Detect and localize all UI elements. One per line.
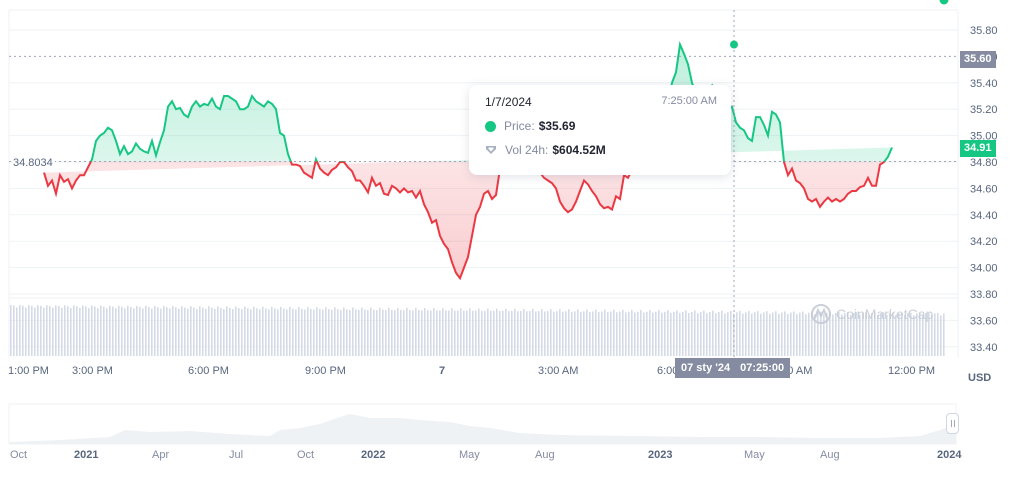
tooltip-price-label: Price: [504, 119, 535, 133]
chart-tooltip: 1/7/2024 7:25:00 AM Price: $35.69 Vol 24… [469, 85, 731, 175]
currency-label: USD [968, 372, 992, 384]
crosshair-time: 07:25:00 [740, 362, 785, 374]
svg-text:34.40: 34.40 [970, 210, 998, 222]
tooltip-volume-row: Vol 24h: $604.52M [485, 143, 606, 157]
svg-text:May: May [744, 449, 765, 461]
price-dot-icon [485, 120, 496, 132]
watermark: CoinMarketCap [810, 303, 933, 325]
svg-text:35.80: 35.80 [970, 25, 998, 37]
svg-text:2021: 2021 [74, 449, 98, 461]
svg-text:Oct: Oct [10, 449, 27, 461]
svg-text:3:00 AM: 3:00 AM [538, 365, 578, 377]
svg-text:35.00: 35.00 [970, 131, 998, 143]
svg-text:1:00 PM: 1:00 PM [8, 365, 49, 377]
svg-text:9:00 PM: 9:00 PM [305, 365, 346, 377]
navigator-range-handle[interactable] [946, 413, 959, 434]
tooltip-price-row: Price: $35.69 [485, 119, 575, 133]
crosshair-date: 07 sty '24 [681, 362, 731, 374]
svg-text:2023: 2023 [648, 449, 672, 461]
svg-text:33.80: 33.80 [970, 289, 998, 301]
svg-text:7: 7 [439, 365, 445, 377]
watermark-text: CoinMarketCap [836, 306, 934, 322]
svg-text:Apr: Apr [152, 449, 169, 461]
svg-text:May: May [459, 449, 480, 461]
tooltip-volume-label: Vol 24h: [505, 143, 549, 157]
svg-text:33.60: 33.60 [970, 315, 998, 327]
svg-text:12:00 PM: 12:00 PM [888, 365, 935, 377]
svg-text:2024: 2024 [937, 449, 962, 461]
current-price-badge: 34.91 [960, 140, 996, 157]
svg-text:2022: 2022 [361, 449, 385, 461]
svg-text:6:00 PM: 6:00 PM [188, 365, 229, 377]
svg-text:Aug: Aug [535, 449, 555, 461]
baseline-label: 34.8034 [13, 157, 55, 169]
coinmarketcap-logo-icon [811, 304, 831, 324]
tooltip-price-value: $35.69 [538, 119, 576, 133]
crosshair-x-badge: 07 sty '24 07:25:00 [675, 358, 791, 378]
svg-text:34.60: 34.60 [970, 183, 998, 195]
high-price-badge: 35.60 [960, 51, 996, 68]
svg-text:34.80: 34.80 [970, 157, 998, 169]
svg-text:Oct: Oct [297, 449, 314, 461]
tooltip-volume-value: $604.52M [552, 143, 606, 157]
svg-text:35.20: 35.20 [970, 104, 998, 116]
svg-text:35.40: 35.40 [970, 78, 998, 90]
volume-shield-icon [486, 146, 496, 154]
svg-text:Aug: Aug [820, 449, 840, 461]
svg-text:34.20: 34.20 [970, 236, 998, 248]
svg-text:33.40: 33.40 [970, 342, 998, 354]
tooltip-date: 1/7/2024 [485, 95, 532, 109]
svg-text:Jul: Jul [229, 449, 243, 461]
svg-text:34.00: 34.00 [970, 263, 998, 275]
svg-text:3:00 PM: 3:00 PM [72, 365, 113, 377]
tooltip-time: 7:25:00 AM [661, 95, 717, 107]
